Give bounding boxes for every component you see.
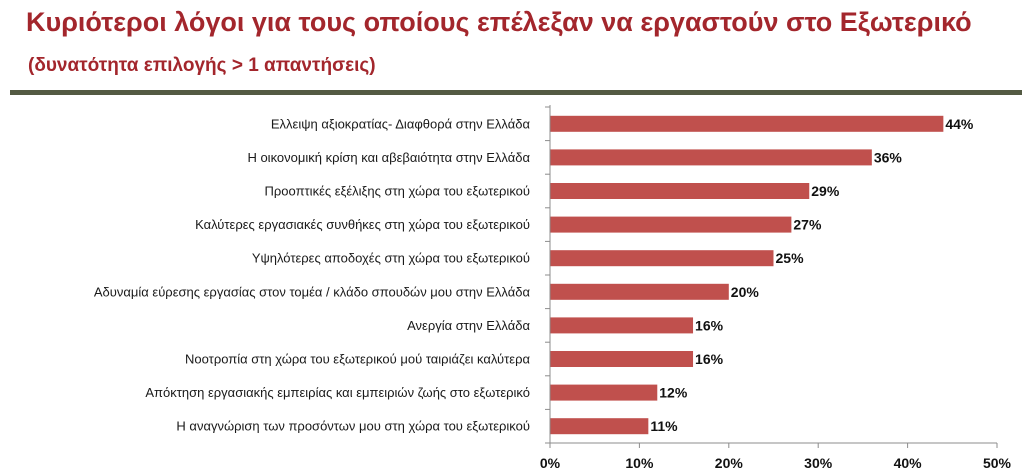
data-label: 44% xyxy=(945,116,974,132)
category-label: Η αναγνώριση των προσόντων μου στη χώρα … xyxy=(176,419,530,434)
bar xyxy=(550,351,694,367)
data-label: 16% xyxy=(695,317,724,333)
data-label: 20% xyxy=(731,284,760,300)
chart-title: Κυριότεροι λόγοι για τους οποίους επέλεξ… xyxy=(26,2,1016,86)
category-label: Νοοτροπία στη χώρα του εξωτερικού μού τα… xyxy=(185,352,530,367)
category-label: Προοπτικές εξέλιξης στη χώρα του εξωτερι… xyxy=(265,184,530,199)
data-label: 25% xyxy=(776,250,805,266)
category-label: Αδυναμία εύρεσης εργασίας στον τομέα / κ… xyxy=(94,284,531,299)
data-label: 12% xyxy=(659,385,688,401)
bar xyxy=(550,216,792,233)
data-label: 16% xyxy=(695,351,724,367)
category-label: Καλύτερες εργασιακές συνθήκες στη χώρα τ… xyxy=(195,217,530,232)
category-label: Υψηλότερες αποδοχές στη χώρα του εξωτερι… xyxy=(252,251,530,266)
data-label: 36% xyxy=(874,149,903,165)
bar xyxy=(550,384,658,401)
data-label: 27% xyxy=(793,217,822,233)
chart-title-text: Κυριότεροι λόγοι για τους οποίους επέλεξ… xyxy=(26,7,972,37)
x-tick-label: 30% xyxy=(804,455,833,471)
data-label: 11% xyxy=(650,418,678,434)
bar xyxy=(550,183,810,199)
category-label: Ελλειψη αξιοκρατίας- Διαφθορά στην Ελλάδ… xyxy=(271,116,531,131)
x-tick-label: 10% xyxy=(625,455,654,471)
category-label: Η οικονομική κρίση και αβεβαιότητα στην … xyxy=(247,150,530,165)
x-tick-label: 50% xyxy=(983,455,1012,471)
bar xyxy=(550,317,694,334)
bar xyxy=(550,283,729,300)
category-label: Απόκτηση εργασιακής εμπειρίας και εμπειρ… xyxy=(145,385,530,400)
title-divider xyxy=(10,90,1022,95)
bar xyxy=(550,418,649,435)
bar xyxy=(550,115,944,132)
category-label: Ανεργία στην Ελλάδα xyxy=(407,318,530,333)
x-tick-label: 0% xyxy=(540,455,561,471)
chart-subtitle: (δυνατότητα επιλογής > 1 απαντήσεις) xyxy=(28,55,376,76)
data-label: 29% xyxy=(811,183,840,199)
bar xyxy=(550,149,872,166)
bar xyxy=(550,250,774,267)
x-tick-label: 20% xyxy=(715,455,744,471)
x-tick-label: 40% xyxy=(894,455,923,471)
